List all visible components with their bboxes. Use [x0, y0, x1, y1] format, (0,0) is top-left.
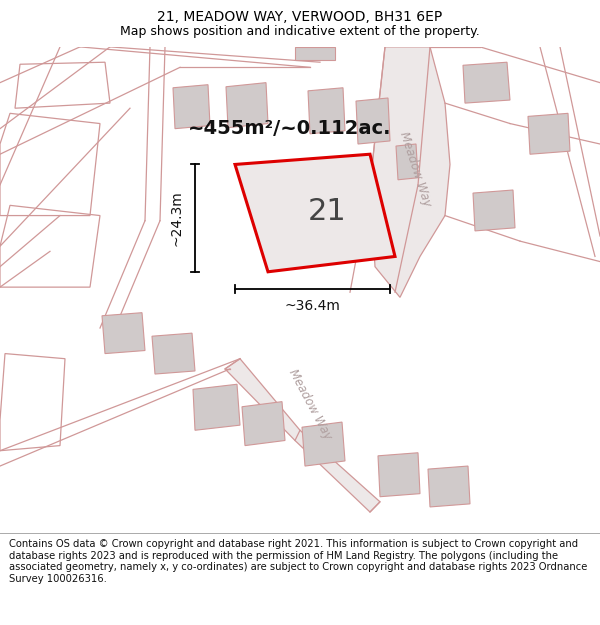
Polygon shape: [295, 47, 335, 60]
Polygon shape: [428, 466, 470, 507]
Polygon shape: [473, 190, 515, 231]
Text: Map shows position and indicative extent of the property.: Map shows position and indicative extent…: [120, 24, 480, 38]
Text: Contains OS data © Crown copyright and database right 2021. This information is : Contains OS data © Crown copyright and d…: [9, 539, 587, 584]
Polygon shape: [463, 62, 510, 103]
Polygon shape: [308, 88, 345, 134]
Text: Meadow Way: Meadow Way: [397, 131, 433, 209]
Polygon shape: [193, 384, 240, 430]
Polygon shape: [173, 85, 210, 129]
Polygon shape: [528, 113, 570, 154]
Polygon shape: [242, 402, 285, 446]
Text: 21: 21: [308, 198, 346, 226]
Polygon shape: [235, 154, 395, 272]
Polygon shape: [152, 333, 195, 374]
Text: ~36.4m: ~36.4m: [284, 299, 340, 312]
Polygon shape: [102, 312, 145, 354]
Polygon shape: [356, 98, 390, 144]
Polygon shape: [370, 47, 450, 298]
Text: ~455m²/~0.112ac.: ~455m²/~0.112ac.: [188, 119, 392, 138]
Text: ~24.3m: ~24.3m: [170, 190, 184, 246]
Polygon shape: [225, 359, 380, 512]
Polygon shape: [226, 82, 268, 127]
Text: 21, MEADOW WAY, VERWOOD, BH31 6EP: 21, MEADOW WAY, VERWOOD, BH31 6EP: [157, 10, 443, 24]
Text: Meadow Way: Meadow Way: [286, 368, 334, 442]
Polygon shape: [396, 144, 418, 180]
Polygon shape: [302, 422, 345, 466]
Polygon shape: [378, 452, 420, 497]
